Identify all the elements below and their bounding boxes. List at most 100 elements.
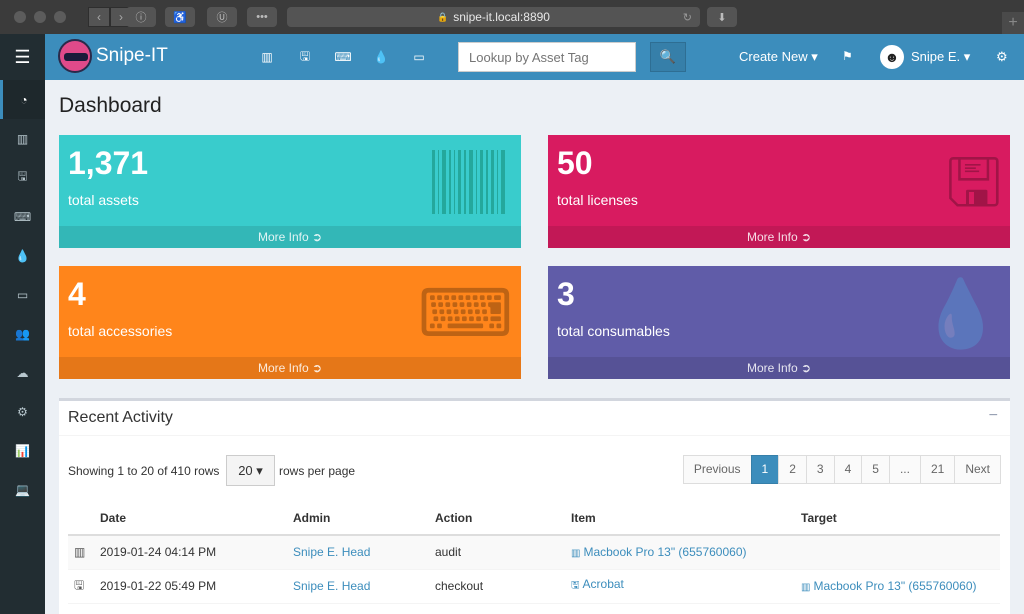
column-icon: [68, 501, 100, 536]
barcode-icon[interactable]: ▥: [261, 50, 273, 64]
search-icon: 🔍: [659, 49, 677, 64]
pagination: Previous 1 2 3 4 5 ... 21 Next: [682, 455, 1001, 484]
keyboard-icon[interactable]: ⌨: [334, 50, 352, 64]
drop-icon: 💧: [15, 248, 30, 263]
sidebar-item-components[interactable]: ▭: [0, 275, 45, 314]
more-icon[interactable]: •••: [247, 7, 277, 27]
collapse-icon[interactable]: −: [988, 407, 998, 424]
url-text: snipe-it.local:8890: [453, 10, 550, 24]
sidebar-item-reports[interactable]: 📊: [0, 431, 45, 470]
more-info-link[interactable]: More Info ➲: [548, 357, 1010, 379]
create-new-menu[interactable]: Create New ▾: [739, 49, 818, 64]
pager-page-2[interactable]: 2: [778, 455, 807, 484]
barcode-icon: ▥: [16, 131, 29, 146]
hdd-icon[interactable]: ▭: [413, 50, 425, 64]
top-navbar: ☰ Snipe-IT ▥ 🖫 ⌨ 💧 ▭ 🔍 Create New ▾ ⚑ ☻ …: [0, 34, 1024, 80]
tile-number: 50: [557, 145, 593, 181]
tile-number: 4: [68, 276, 86, 312]
reload-icon[interactable]: ↻: [682, 11, 692, 24]
pager-page-1[interactable]: 1: [750, 455, 780, 484]
pager-page-21[interactable]: 21: [919, 455, 956, 484]
bar-chart-icon: 📊: [15, 443, 30, 458]
user-menu[interactable]: Snipe E. ▾: [911, 49, 971, 64]
tile-label: total consumables: [557, 323, 670, 339]
column-admin[interactable]: Admin: [293, 501, 435, 536]
row-date: 2019-01-22 05:49 PM: [100, 569, 293, 604]
row-item-link[interactable]: ▥ Macbook Pro 13" (655760060): [571, 545, 747, 560]
brand-name: Snipe-IT: [96, 45, 168, 66]
address-bar[interactable]: 🔒 snipe-it.local:8890 ↻: [287, 7, 700, 27]
more-info-link[interactable]: More Info ➲: [59, 357, 521, 379]
cloud-upload-icon: ☁: [16, 365, 29, 380]
floppy-icon[interactable]: 🖫: [299, 48, 311, 63]
tile-number: 1,371: [68, 145, 149, 181]
page-size-select[interactable]: 20 ▾: [226, 455, 275, 486]
page-title: Dashboard: [59, 94, 162, 117]
avatar[interactable]: ☻: [880, 45, 904, 69]
brand-logo[interactable]: Snipe-IT: [58, 39, 168, 73]
floppy-icon: 🖫: [17, 169, 28, 183]
lock-icon: 🔒: [437, 11, 449, 22]
menu-toggle-icon[interactable]: ☰: [0, 34, 45, 80]
tile-label: total assets: [68, 192, 139, 208]
barcode-icon: [432, 150, 512, 214]
keyboard-icon: ⌨: [417, 276, 513, 350]
sidebar-item-import[interactable]: ☁: [0, 353, 45, 392]
gear-icon: ⚙: [17, 404, 28, 419]
hdd-icon: ▭: [16, 287, 29, 302]
row-admin-link[interactable]: Snipe E. Head: [293, 545, 371, 560]
column-action[interactable]: Action: [435, 501, 571, 536]
floppy-icon: 🖫: [571, 580, 580, 591]
pager-previous[interactable]: Previous: [682, 455, 752, 484]
sidebar-item-requestable[interactable]: 💻: [0, 470, 45, 509]
table-row: 🖫 2019-01-22 05:49 PM Snipe E. Head chec…: [68, 569, 1000, 604]
extension-icon[interactable]: Ⓤ: [207, 7, 237, 27]
sidebar-item-settings[interactable]: ⚙: [0, 392, 45, 431]
row-item-link[interactable]: 🖫 Acrobat: [571, 577, 624, 591]
tile-accessories: 4 total accessories ⌨ More Info ➲: [59, 266, 521, 379]
nav-quick-links: ▥ 🖫 ⌨ 💧 ▭: [248, 34, 438, 80]
sidebar-item-accessories[interactable]: ⌨: [0, 197, 45, 236]
rows-per-page-label: rows per page: [279, 464, 356, 478]
column-item[interactable]: Item: [571, 501, 801, 536]
floppy-icon: 🖫: [68, 569, 100, 604]
back-icon[interactable]: ‹: [88, 7, 110, 27]
row-target-link[interactable]: ▥ Macbook Pro 13" (655760060): [801, 579, 977, 593]
download-icon[interactable]: ⬇: [707, 7, 737, 27]
divider: [59, 435, 1010, 436]
tile-licenses: 50 total licenses 🖫 More Info ➲: [548, 135, 1010, 248]
dashboard-icon: ◔: [20, 92, 28, 107]
info-icon[interactable]: ⓘ: [126, 7, 156, 27]
sidebar-item-assets[interactable]: ▥: [0, 119, 45, 158]
keyboard-icon: ⌨: [13, 209, 32, 224]
tile-number: 3: [557, 276, 575, 312]
sidebar-item-people[interactable]: 👥: [0, 314, 45, 353]
flag-icon[interactable]: ⚑: [842, 49, 853, 63]
column-date[interactable]: Date: [100, 501, 293, 536]
drop-icon[interactable]: 💧: [373, 50, 389, 64]
row-target: [801, 535, 1000, 570]
pagination-info: Showing 1 to 20 of 410 rows: [68, 464, 220, 478]
search-button[interactable]: 🔍: [650, 42, 686, 72]
pager-page-4[interactable]: 4: [833, 455, 863, 484]
tile-label: total accessories: [68, 323, 173, 339]
more-info-link[interactable]: More Info ➲: [548, 226, 1010, 248]
row-action: audit: [435, 535, 571, 570]
box-title: Recent Activity: [68, 409, 173, 426]
new-tab-icon[interactable]: +: [1002, 12, 1024, 34]
pager-next[interactable]: Next: [954, 455, 1001, 484]
asset-tag-search-input[interactable]: [458, 42, 636, 72]
sidebar-item-licenses[interactable]: 🖫: [0, 158, 45, 197]
pager-page-5[interactable]: 5: [861, 455, 890, 484]
sidebar-item-consumables[interactable]: 💧: [0, 236, 45, 275]
pager-page-3[interactable]: 3: [805, 455, 835, 484]
row-action: checkout: [435, 569, 571, 604]
window-controls[interactable]: [14, 11, 66, 23]
main-content: Dashboard 1,371 total assets More Info ➲…: [45, 80, 1024, 614]
accessibility-icon[interactable]: ♿: [165, 7, 195, 27]
more-info-link[interactable]: More Info ➲: [59, 226, 521, 248]
settings-icon[interactable]: ⚙: [996, 49, 1008, 64]
row-admin-link[interactable]: Snipe E. Head: [293, 579, 371, 593]
column-target[interactable]: Target: [801, 501, 1000, 536]
sidebar-item-dashboard[interactable]: ◔: [0, 80, 45, 119]
